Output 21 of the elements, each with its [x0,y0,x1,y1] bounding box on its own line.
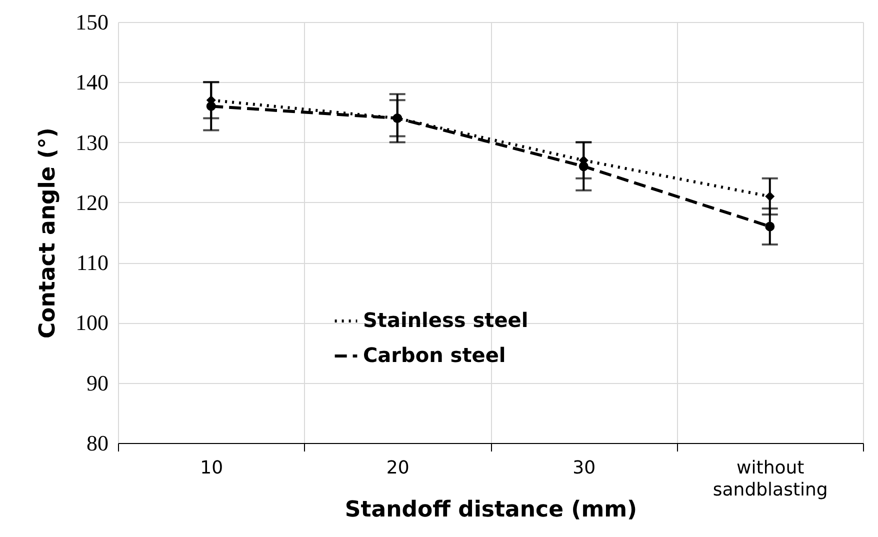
y-tick-label: 90 [86,370,108,396]
point [765,222,775,232]
legend-label: Carbon steel [363,343,506,367]
y-tick-label: 130 [76,130,108,155]
y-tick-label: 100 [76,310,108,336]
x-tick-label: without sandblasting [712,458,828,500]
x-axis-title: Standoff distance (mm) [344,498,638,522]
point [578,162,588,172]
x-tick-label: 10 [200,458,224,478]
y-tick-label: 140 [76,70,108,95]
y-tick-label: 120 [76,190,108,215]
y-axis-title: Contact angle (°) [36,128,60,338]
point [765,192,775,202]
y-tick-label: 150 [76,10,108,34]
x-tick-label: 30 [572,458,596,478]
y-tick-label: 80 [86,430,108,456]
point [206,101,216,111]
y-tick-label: 110 [76,250,108,276]
legend-label: Stainless steel [363,308,528,332]
x-tick-label: 20 [386,458,410,478]
point [392,113,402,123]
